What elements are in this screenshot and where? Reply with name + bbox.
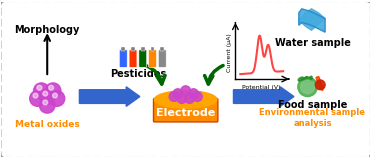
Circle shape [298,77,317,97]
FancyArrow shape [316,76,324,90]
Text: Food sample: Food sample [278,100,347,111]
Text: Electrode: Electrode [156,108,215,118]
Circle shape [34,83,49,99]
Text: Potential (V): Potential (V) [242,85,280,90]
Text: Environmental sample
analysis: Environmental sample analysis [259,108,366,128]
Circle shape [39,97,55,113]
Bar [131,47,135,51]
Polygon shape [299,9,325,32]
Circle shape [181,86,191,96]
Bar [150,47,155,51]
Circle shape [177,94,187,103]
FancyBboxPatch shape [119,50,127,67]
FancyBboxPatch shape [149,50,156,67]
Circle shape [189,89,198,99]
Text: Metal oxides: Metal oxides [15,120,80,129]
Text: Water sample: Water sample [274,38,350,48]
FancyBboxPatch shape [153,99,218,122]
Circle shape [315,80,325,90]
Circle shape [43,100,48,105]
Circle shape [49,85,54,90]
Polygon shape [299,9,325,30]
FancyBboxPatch shape [0,1,371,158]
Circle shape [29,91,45,106]
Ellipse shape [298,77,304,81]
Circle shape [45,83,61,99]
Circle shape [173,89,183,99]
Text: Morphology: Morphology [14,25,80,35]
Circle shape [53,93,57,98]
Ellipse shape [309,76,312,82]
Text: Current (μA): Current (μA) [228,33,232,72]
Circle shape [33,93,38,98]
Bar [160,47,164,51]
Circle shape [185,94,194,103]
FancyBboxPatch shape [158,50,166,67]
Circle shape [192,92,202,101]
Circle shape [37,85,42,90]
Circle shape [301,80,314,94]
Ellipse shape [304,77,308,81]
Bar [121,47,125,51]
Circle shape [43,91,48,96]
FancyBboxPatch shape [129,50,137,67]
Bar [141,47,145,51]
Text: Pesticides: Pesticides [110,69,166,79]
Circle shape [39,89,55,104]
FancyArrow shape [234,87,294,106]
Circle shape [49,91,65,106]
Ellipse shape [155,91,217,108]
FancyBboxPatch shape [139,50,147,67]
FancyArrow shape [79,87,140,106]
Ellipse shape [155,101,217,121]
Circle shape [169,92,179,101]
